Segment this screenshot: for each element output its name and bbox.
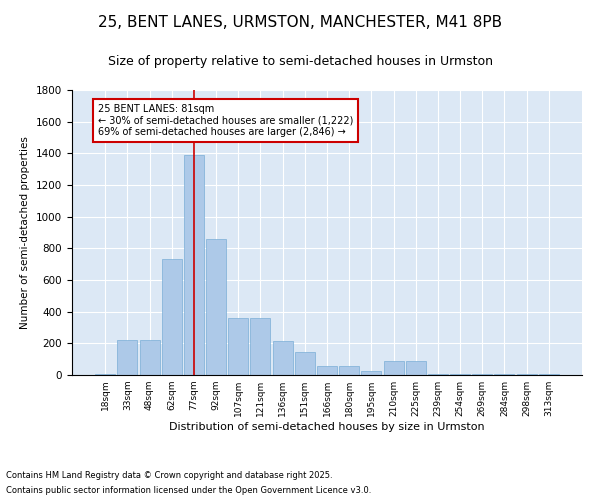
- Bar: [517, 374, 536, 375]
- Y-axis label: Number of semi-detached properties: Number of semi-detached properties: [20, 136, 31, 329]
- Text: Size of property relative to semi-detached houses in Urmston: Size of property relative to semi-detach…: [107, 55, 493, 68]
- Text: Contains public sector information licensed under the Open Government Licence v3: Contains public sector information licen…: [6, 486, 371, 495]
- Bar: [118, 340, 137, 375]
- Bar: [140, 340, 160, 375]
- Bar: [228, 318, 248, 375]
- Bar: [295, 352, 315, 375]
- Bar: [250, 318, 271, 375]
- Text: 25 BENT LANES: 81sqm
← 30% of semi-detached houses are smaller (1,222)
69% of se: 25 BENT LANES: 81sqm ← 30% of semi-detac…: [97, 104, 353, 138]
- Bar: [272, 341, 293, 375]
- X-axis label: Distribution of semi-detached houses by size in Urmston: Distribution of semi-detached houses by …: [169, 422, 485, 432]
- Bar: [184, 155, 204, 375]
- Bar: [383, 361, 404, 375]
- Bar: [406, 361, 426, 375]
- Bar: [494, 374, 514, 375]
- Bar: [95, 374, 115, 375]
- Bar: [472, 374, 492, 375]
- Bar: [539, 374, 559, 375]
- Bar: [361, 371, 382, 375]
- Bar: [162, 260, 182, 375]
- Bar: [317, 366, 337, 375]
- Text: Contains HM Land Registry data © Crown copyright and database right 2025.: Contains HM Land Registry data © Crown c…: [6, 471, 332, 480]
- Bar: [428, 374, 448, 375]
- Bar: [206, 239, 226, 375]
- Bar: [450, 374, 470, 375]
- Bar: [339, 366, 359, 375]
- Text: 25, BENT LANES, URMSTON, MANCHESTER, M41 8PB: 25, BENT LANES, URMSTON, MANCHESTER, M41…: [98, 15, 502, 30]
